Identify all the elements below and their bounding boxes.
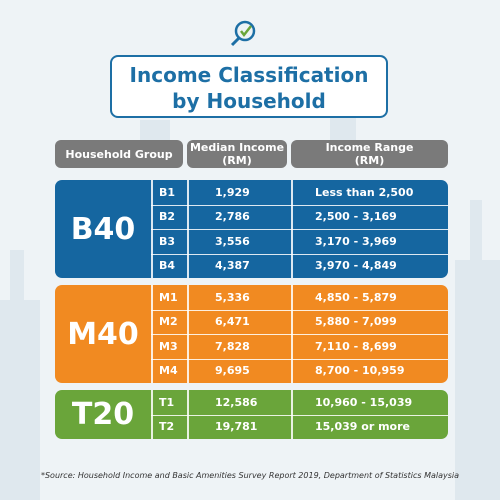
income-range: Less than 2,500 xyxy=(315,185,414,199)
income-range: 5,880 - 7,099 xyxy=(315,315,397,329)
group-label: B40 xyxy=(70,211,136,247)
group-block: M40 M1 5,336 4,850 - 5,879 M2 6,471 5,880 - 7,… xyxy=(55,285,448,383)
median-income: 12,586 xyxy=(215,395,258,409)
title: by Household xyxy=(172,89,326,113)
row-code: B2 xyxy=(159,210,176,224)
row-separator xyxy=(151,309,448,311)
income-range: 3,970 - 4,849 xyxy=(315,259,397,273)
income-range: 8,700 - 10,959 xyxy=(315,364,405,378)
row-code: B4 xyxy=(159,259,176,273)
group-block: B40 B1 1,929 Less than 2,500 B2 2,786 2,500 - … xyxy=(55,180,448,278)
row-separator xyxy=(151,358,448,360)
row-code: M4 xyxy=(159,364,178,378)
income-range: 10,960 - 15,039 xyxy=(315,395,413,409)
income-range: 2,500 - 3,169 xyxy=(315,210,397,224)
income-range: 4,850 - 5,879 xyxy=(315,290,397,304)
row-code: M1 xyxy=(159,290,178,304)
header-text: (RM) xyxy=(222,154,252,167)
income-range: 7,110 - 8,699 xyxy=(315,339,397,353)
search-icon xyxy=(230,20,256,47)
title: Income Classification xyxy=(129,63,369,87)
income-range: 3,170 - 3,969 xyxy=(315,234,397,248)
median-income: 19,781 xyxy=(215,420,258,434)
header-text: (RM) xyxy=(354,154,385,167)
header-text: Median Income xyxy=(189,141,285,154)
median-income: 4,387 xyxy=(215,259,250,273)
median-income: 2,786 xyxy=(215,210,250,224)
header-text: Household Group xyxy=(65,147,173,161)
group-label: M40 xyxy=(67,316,139,352)
row-code: M3 xyxy=(159,339,178,353)
row-code: T2 xyxy=(159,420,175,434)
row-separator xyxy=(151,204,448,206)
median-income: 3,556 xyxy=(215,234,250,248)
group-label: T20 xyxy=(71,397,135,432)
header: Household Group xyxy=(55,140,183,168)
header: Income Range (RM) xyxy=(291,140,448,168)
row-code: T1 xyxy=(159,395,175,409)
row-separator xyxy=(151,229,448,230)
median-income: 1,929 xyxy=(215,185,250,199)
row-separator xyxy=(151,253,448,255)
header: Median Income (RM) xyxy=(187,140,287,168)
income-range: 15,039 or more xyxy=(315,420,410,434)
median-income: 9,695 xyxy=(215,364,250,378)
median-income: 6,471 xyxy=(215,315,250,329)
title-box: Income Classification by Household xyxy=(110,55,388,118)
median-income: 5,336 xyxy=(215,290,250,304)
row-code: B1 xyxy=(159,185,176,199)
header-text: Income Range xyxy=(325,141,414,154)
row-code: M2 xyxy=(159,315,178,329)
median-income: 7,828 xyxy=(215,339,250,353)
row-separator xyxy=(151,414,448,416)
row-separator xyxy=(151,334,448,335)
source-note: *Source: Household Income and Basic Amen… xyxy=(40,471,460,480)
group-block: T20 T1 12,586 10,960 - 15,039 T2 19,781 15,039… xyxy=(55,390,448,439)
row-code: B3 xyxy=(159,234,176,248)
